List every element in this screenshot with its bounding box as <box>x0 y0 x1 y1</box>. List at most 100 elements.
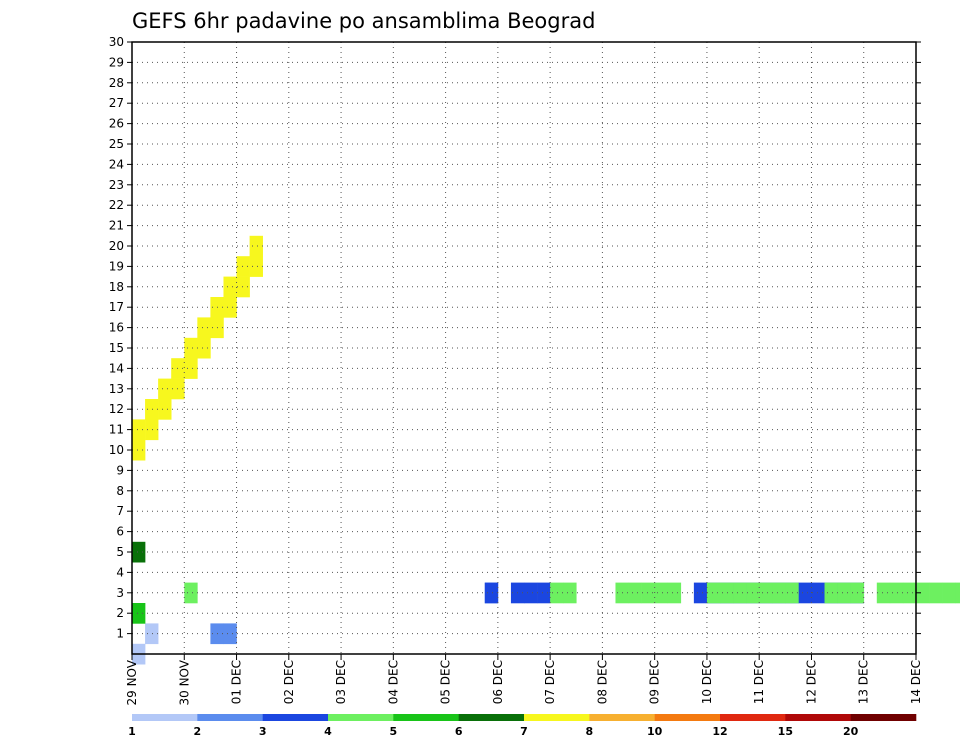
y-tick-label: 19 <box>109 259 124 273</box>
colorbar-label: 3 <box>259 725 267 738</box>
x-tick-label: 06 DEC <box>491 660 505 704</box>
heat-cell <box>837 582 851 604</box>
heat-cell <box>889 582 904 604</box>
heat-cell <box>158 399 172 420</box>
y-tick-label: 16 <box>109 321 124 335</box>
heat-cell <box>537 582 551 604</box>
colorbar-swatch <box>328 714 394 721</box>
colorbar-swatch <box>850 714 917 721</box>
colorbar-swatch <box>132 714 198 721</box>
heat-cell <box>693 582 708 604</box>
y-axis: 1234567891011121314151617181920212223242… <box>109 35 921 641</box>
y-tick-label: 14 <box>109 361 124 375</box>
heat-cell <box>667 582 682 604</box>
colorbar-label: 2 <box>194 725 202 738</box>
heat-cell <box>223 623 237 645</box>
heat-cell <box>916 582 930 604</box>
y-tick-label: 21 <box>109 219 124 233</box>
colorbar-label: 15 <box>778 725 793 738</box>
colorbar-swatch <box>393 714 459 721</box>
y-tick-label: 8 <box>116 484 124 498</box>
colorbar-label: 8 <box>586 725 594 738</box>
heat-cell <box>236 256 250 277</box>
colorbar-swatch <box>262 714 329 721</box>
y-tick-label: 28 <box>109 76 124 90</box>
y-tick-label: 17 <box>109 300 124 314</box>
x-axis: 29 NOV 30 NOV 01 DEC 02 DEC 03 DEC 04 DEC 05 D… <box>125 654 923 706</box>
heat-cell <box>145 419 159 441</box>
x-tick-label: 04 DEC <box>386 660 400 704</box>
colorbar-label: 6 <box>455 725 463 738</box>
y-tick-label: 15 <box>109 341 124 355</box>
colorbar-label: 10 <box>647 725 663 738</box>
colorbar-swatch <box>524 714 590 721</box>
y-tick-label: 3 <box>116 586 124 600</box>
y-tick-label: 12 <box>109 402 124 416</box>
y-tick-label: 11 <box>109 423 124 437</box>
y-tick-label: 5 <box>116 545 124 559</box>
y-tick-label: 22 <box>109 198 124 212</box>
heat-cell <box>145 623 159 645</box>
x-tick-label: 05 DEC <box>439 660 453 704</box>
colorbar-swatch <box>458 714 525 721</box>
y-tick-label: 20 <box>109 239 124 253</box>
heat-cell <box>223 276 237 298</box>
heat-cell <box>145 399 159 420</box>
y-tick-label: 1 <box>116 627 124 641</box>
heat-cell <box>824 582 838 604</box>
y-tick-label: 13 <box>109 382 124 396</box>
colorbar-label: 20 <box>843 725 859 738</box>
x-tick-label: 12 DEC <box>804 660 818 704</box>
y-tick-label: 4 <box>116 565 124 579</box>
y-tick-label: 2 <box>116 606 124 620</box>
colorbar-swatch <box>589 714 655 721</box>
y-tick-label: 24 <box>109 157 124 171</box>
heat-cell <box>132 419 146 441</box>
y-tick-label: 30 <box>109 35 124 49</box>
heat-cell <box>223 297 237 318</box>
x-tick-label: 07 DEC <box>543 660 557 704</box>
x-tick-label: 03 DEC <box>334 660 348 704</box>
heat-cell <box>563 582 577 604</box>
y-tick-label: 10 <box>109 443 124 457</box>
colorbar: 1 2 3 4 5 6 7 8 10 12 15 20 <box>128 714 917 738</box>
heat-cell <box>772 582 786 604</box>
cells-layer <box>132 235 960 665</box>
colorbar-swatch <box>197 714 263 721</box>
colorbar-label: 4 <box>324 725 332 738</box>
grid-layer <box>132 42 916 654</box>
y-tick-label: 29 <box>109 55 124 69</box>
heat-cell <box>132 603 146 624</box>
heat-cell <box>249 256 263 277</box>
heat-cell <box>942 582 956 604</box>
heat-cell <box>955 582 960 604</box>
heat-cell <box>197 317 211 339</box>
y-tick-label: 25 <box>109 137 124 151</box>
y-tick-label: 6 <box>116 525 124 539</box>
y-tick-label: 27 <box>109 96 124 110</box>
heat-cell <box>706 582 721 604</box>
x-tick-label: 13 DEC <box>857 660 871 704</box>
heat-cell <box>759 582 773 604</box>
x-tick-label: 30 NOV <box>177 659 191 705</box>
x-tick-label: 02 DEC <box>282 660 296 704</box>
heat-cell <box>628 582 642 604</box>
x-tick-label: 10 DEC <box>700 660 714 704</box>
plot-frame <box>131 41 917 655</box>
x-tick-label: 11 DEC <box>752 660 766 704</box>
chart-title: GEFS 6hr padavine po ansamblima Beograd <box>132 9 595 33</box>
x-tick-label: 08 DEC <box>595 660 609 704</box>
heat-cell <box>249 235 263 257</box>
heat-cell <box>484 582 499 604</box>
heat-cell <box>132 541 146 563</box>
colorbar-swatch <box>654 714 721 721</box>
x-tick-label: 14 DEC <box>909 660 923 704</box>
heat-cell <box>876 582 891 604</box>
y-tick-label: 7 <box>116 504 124 518</box>
heat-cell <box>184 358 198 379</box>
colorbar-swatch <box>785 714 851 721</box>
heat-cell <box>641 582 655 604</box>
x-tick-label: 01 DEC <box>230 660 244 704</box>
heat-cell <box>798 582 812 604</box>
